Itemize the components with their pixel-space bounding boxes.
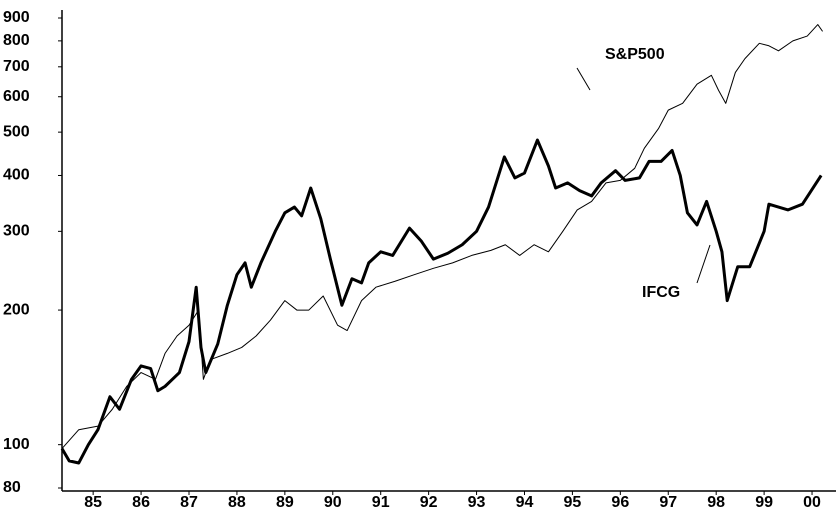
annotation-leader bbox=[576, 67, 591, 91]
x-tick-label: 94 bbox=[516, 494, 534, 511]
x-tick-label: 91 bbox=[372, 494, 390, 511]
annotation: IFCG bbox=[642, 284, 680, 301]
y-tick-label: 500 bbox=[3, 123, 30, 140]
x-tick-label: 87 bbox=[180, 494, 198, 511]
x-tick-label: 90 bbox=[324, 494, 342, 511]
x-tick-label: 96 bbox=[611, 494, 629, 511]
x-tick-label: 86 bbox=[132, 494, 150, 511]
x-tick-label: 95 bbox=[564, 494, 582, 511]
annotation-leader bbox=[696, 244, 711, 284]
y-tick-label: 900 bbox=[3, 9, 30, 26]
y-tick-label: 800 bbox=[3, 32, 30, 49]
x-tick-label: 92 bbox=[420, 494, 438, 511]
annotation: S&P500 bbox=[605, 46, 665, 63]
y-tick-label: 600 bbox=[3, 88, 30, 105]
y-tick-label: 200 bbox=[3, 301, 30, 318]
x-tick-label: 89 bbox=[276, 494, 294, 511]
x-tick-label: 98 bbox=[707, 494, 725, 511]
x-tick-label: 93 bbox=[468, 494, 486, 511]
y-tick-label: 100 bbox=[3, 436, 30, 453]
x-tick-label: 00 bbox=[803, 494, 821, 511]
y-tick-label: 80 bbox=[3, 479, 21, 496]
x-tick-label: 97 bbox=[659, 494, 677, 511]
series-line bbox=[61, 24, 823, 449]
series-line bbox=[60, 138, 823, 465]
y-tick-label: 300 bbox=[3, 223, 30, 240]
x-tick-label: 99 bbox=[755, 494, 773, 511]
x-tick-label: 88 bbox=[228, 494, 246, 511]
y-tick-label: 700 bbox=[3, 58, 30, 75]
y-tick-label: 400 bbox=[3, 167, 30, 184]
x-tick-label: 85 bbox=[84, 494, 102, 511]
